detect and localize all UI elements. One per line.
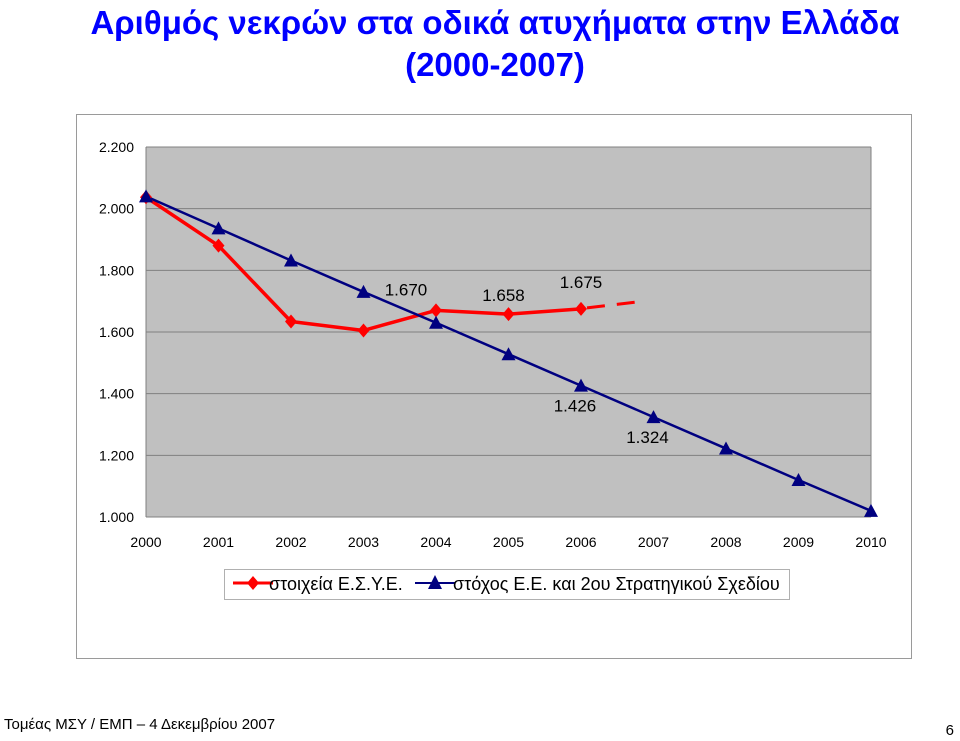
legend: στοιχεία Ε.Σ.Υ.Ε. στόχος Ε.Ε. και 2ου Στ… <box>224 569 790 600</box>
x-tick-label: 2009 <box>783 534 814 550</box>
y-tick-label: 1.600 <box>99 324 134 340</box>
y-tick-label: 1.200 <box>99 447 134 463</box>
x-tick-label: 2006 <box>565 534 596 550</box>
x-tick-label: 2004 <box>420 534 451 550</box>
data-label: 1.324 <box>626 428 669 447</box>
target-point <box>864 503 878 517</box>
target-point <box>139 189 153 203</box>
projection-line <box>586 299 644 310</box>
observed-point <box>212 238 225 253</box>
target-point <box>574 378 588 392</box>
target-point <box>791 473 806 486</box>
legend-swatch-observed <box>233 576 273 590</box>
legend-label-target: στόχος Ε.Ε. και 2ου Στρατηγικού Σχεδίου <box>453 574 780 594</box>
x-tick-label: 2003 <box>348 534 379 550</box>
data-label: 1.426 <box>554 397 597 416</box>
target-point <box>356 284 371 298</box>
legend-swatch-target <box>415 575 455 589</box>
y-tick-label: 1.000 <box>99 509 134 525</box>
x-tick-label: 2007 <box>638 534 669 550</box>
x-tick-label: 2002 <box>275 534 306 550</box>
chart-title: Αριθμός νεκρών στα οδικά ατυχήματα στην … <box>0 2 960 86</box>
page-number: 6 <box>945 722 954 739</box>
target-point <box>501 347 516 361</box>
x-tick-label: 2000 <box>130 534 161 550</box>
x-tick-label: 2008 <box>710 534 741 550</box>
y-tick-label: 2.200 <box>99 139 134 155</box>
data-label: 1.675 <box>560 273 603 292</box>
series-markers <box>139 189 878 517</box>
data-labels: 1.670 1.658 1.675 1.426 1.324 <box>385 273 669 447</box>
target-point <box>429 315 443 329</box>
y-tick-label: 1.800 <box>99 262 134 278</box>
data-label: 1.670 <box>385 280 428 299</box>
chart-title-line1: Αριθμός νεκρών στα οδικά ατυχήματα στην … <box>90 4 900 41</box>
y-axis: 1.000 1.200 1.400 1.600 1.800 2.000 2.200 <box>99 139 872 525</box>
x-tick-label: 2005 <box>493 534 524 550</box>
x-tick-label: 2010 <box>855 534 886 550</box>
observed-point <box>357 323 370 338</box>
observed-point <box>575 301 587 316</box>
gridlines <box>146 146 871 518</box>
observed-point <box>502 307 515 322</box>
data-label: 1.658 <box>482 286 525 305</box>
target-point <box>719 441 733 455</box>
target-point <box>646 410 661 424</box>
chart-title-line2: (2000-2007) <box>405 46 585 83</box>
observed-point <box>430 303 442 318</box>
target-point <box>211 221 226 235</box>
y-tick-label: 2.000 <box>99 201 134 217</box>
footer-text: Τομέας ΜΣΥ / ΕΜΠ – 4 Δεκεμβρίου 2007 <box>4 716 276 733</box>
x-tick-label: 2001 <box>203 534 234 550</box>
y-tick-label: 1.400 <box>99 386 134 402</box>
legend-label-observed: στοιχεία Ε.Σ.Υ.Ε. <box>269 574 403 594</box>
x-axis: 2000 2001 2002 2003 2004 2005 2006 2007 2008 2009… <box>130 534 886 550</box>
observed-point <box>285 314 297 329</box>
target-point <box>284 253 298 267</box>
